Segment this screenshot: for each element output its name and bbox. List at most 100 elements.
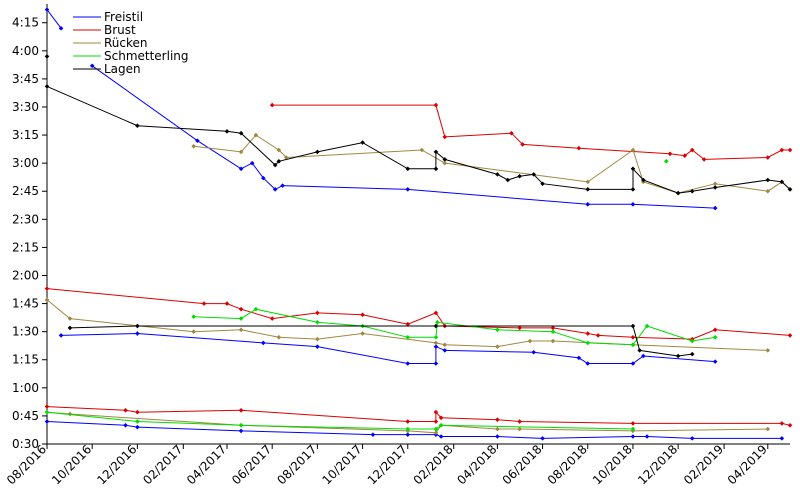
series-line: [46, 299, 768, 351]
data-point: [253, 306, 259, 312]
y-tick-label: 3:15: [12, 128, 39, 142]
legend-label: Lagen: [104, 62, 141, 76]
data-point: [405, 426, 411, 432]
x-tick-label: 02/2019: [681, 442, 726, 487]
data-point: [527, 338, 533, 344]
x-tick-label: 08/2017: [274, 442, 319, 487]
data-point: [224, 129, 230, 134]
data-point: [269, 102, 275, 108]
data-point: [495, 327, 500, 333]
data-point: [191, 143, 196, 149]
data-point: [630, 421, 636, 426]
data-point: [238, 428, 244, 434]
data-point: [135, 409, 140, 415]
data-point: [438, 415, 444, 421]
series-line: [46, 288, 791, 340]
data-point: [595, 333, 601, 338]
data-point: [135, 331, 140, 336]
legend-label: Schmetterling: [104, 49, 189, 63]
data-point: [253, 132, 259, 138]
data-point: [576, 355, 582, 361]
x-tick-label: 02/2018: [411, 442, 456, 487]
data-point: [641, 353, 646, 359]
x-tick-label: 04/2019: [725, 442, 770, 487]
series-line: [272, 104, 790, 160]
data-point: [701, 157, 707, 162]
data-point: [712, 359, 718, 364]
data-point: [191, 314, 196, 319]
data-point: [224, 301, 230, 306]
data-point: [663, 158, 669, 164]
series-rücken: [44, 132, 793, 436]
data-point: [585, 202, 591, 207]
data-point: [272, 162, 278, 168]
data-point: [675, 353, 681, 359]
data-point: [675, 190, 681, 196]
data-point: [630, 434, 636, 439]
data-point: [67, 316, 73, 321]
data-point: [712, 327, 718, 333]
y-tick-label: 0:45: [12, 409, 39, 423]
data-point: [433, 361, 439, 366]
data-point: [360, 312, 365, 318]
x-tick-label: 06/2018: [500, 442, 545, 487]
series-extra: [663, 158, 669, 164]
data-point: [630, 187, 636, 192]
data-point: [238, 149, 244, 155]
data-point: [261, 340, 266, 346]
data-point: [442, 348, 448, 353]
data-point: [540, 436, 545, 441]
y-tick-label: 3:00: [12, 156, 39, 170]
data-point: [630, 361, 636, 366]
data-point: [509, 130, 514, 136]
data-point: [585, 179, 591, 185]
data-point: [540, 181, 545, 187]
data-point: [123, 407, 128, 413]
data-point: [689, 338, 695, 344]
data-point: [779, 436, 785, 441]
data-point: [517, 426, 522, 432]
data-point: [44, 419, 50, 424]
series-layer: [44, 7, 793, 441]
data-point: [779, 147, 785, 153]
legend-label: Rücken: [104, 36, 148, 50]
y-tick-label: 1:00: [12, 381, 39, 395]
x-tick-label: 06/2017: [229, 442, 274, 487]
data-point: [765, 348, 771, 353]
data-point: [419, 147, 425, 153]
x-tick-label: 10/2016: [49, 442, 94, 487]
data-point: [630, 166, 636, 172]
data-point: [630, 426, 636, 432]
data-point: [272, 187, 278, 192]
data-point: [315, 336, 320, 342]
data-point: [89, 63, 95, 69]
y-tick-label: 2:45: [12, 184, 39, 198]
data-point: [550, 325, 556, 331]
y-tick-label: 1:15: [12, 353, 39, 367]
data-point: [44, 84, 50, 89]
data-point: [238, 316, 244, 321]
data-point: [712, 205, 718, 211]
x-tick-label: 10/2018: [590, 442, 635, 487]
data-point: [433, 102, 439, 108]
y-tick-label: 4:00: [12, 44, 39, 58]
data-point: [276, 147, 282, 153]
y-axis: 0:30 0:45 1:00 1:15 1:30 1:45 2:00 2:15 2:30 2:45…: [12, 16, 47, 451]
data-point: [135, 424, 140, 430]
data-point: [433, 334, 439, 340]
data-point: [630, 334, 636, 340]
data-point: [779, 421, 785, 426]
data-point: [405, 361, 411, 366]
data-point: [787, 333, 793, 338]
data-point: [276, 334, 282, 340]
data-point: [765, 188, 771, 194]
data-point: [433, 149, 439, 155]
data-point: [135, 323, 140, 329]
y-tick-label: 1:30: [12, 325, 39, 339]
x-tick-label: 04/2017: [184, 442, 229, 487]
series-line: [61, 332, 716, 364]
data-point: [360, 331, 365, 336]
data-point: [712, 181, 718, 187]
data-point: [405, 432, 411, 437]
data-point: [283, 155, 289, 160]
